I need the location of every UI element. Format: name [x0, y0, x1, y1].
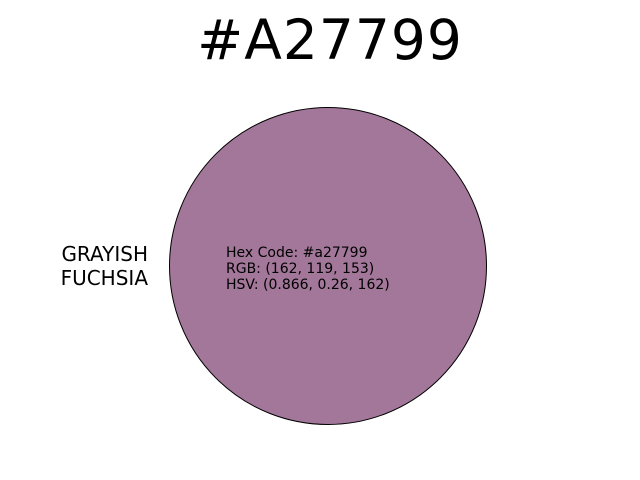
color-name-label: GRAYISH FUCHSIA [40, 242, 148, 290]
hex-title: #A27799 [197, 8, 463, 72]
hex-code-text: Hex Code: #a27799 [226, 245, 368, 261]
color-name-line-1: GRAYISH [61, 242, 148, 266]
color-name-line-2: FUCHSIA [60, 266, 148, 290]
hsv-text: HSV: (0.866, 0.26, 162) [226, 277, 390, 293]
color-info-block: Hex Code: #a27799 RGB: (162, 119, 153) H… [226, 245, 390, 293]
rgb-text: RGB: (162, 119, 153) [226, 261, 375, 277]
color-swatch-circle [169, 107, 487, 425]
